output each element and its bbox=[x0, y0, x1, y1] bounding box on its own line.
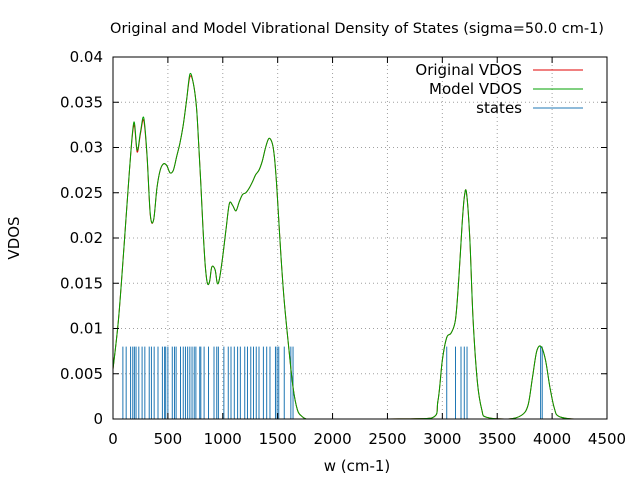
y-tick-label: 0.035 bbox=[60, 93, 103, 111]
series-lines bbox=[112, 72, 607, 420]
axis-ticks: 0 500 1000 1500 2000 2500 3000 3500 4000 4500 0 0.0… bbox=[60, 48, 626, 448]
grid bbox=[113, 57, 607, 419]
x-tick-label: 2500 bbox=[368, 430, 406, 448]
x-tick-label: 2000 bbox=[313, 430, 351, 448]
legend-states-label: states bbox=[476, 99, 522, 117]
states-impulses bbox=[122, 346, 543, 419]
x-tick-label: 4000 bbox=[533, 430, 571, 448]
x-tick-label: 0 bbox=[108, 430, 118, 448]
legend-model-vdos-label: Model VDOS bbox=[429, 80, 522, 98]
y-tick-label: 0.03 bbox=[70, 139, 103, 157]
y-tick-label: 0 bbox=[93, 410, 103, 428]
y-tick-label: 0.025 bbox=[60, 184, 103, 202]
y-axis-label: VDOS bbox=[5, 216, 23, 259]
y-tick-label: 0.005 bbox=[60, 365, 103, 383]
y-tick-label: 0.01 bbox=[70, 320, 103, 338]
x-tick-label: 1000 bbox=[204, 430, 242, 448]
chart-title: Original and Model Vibrational Density o… bbox=[110, 21, 604, 37]
x-tick-label: 3000 bbox=[423, 430, 461, 448]
y-tick-label: 0.02 bbox=[70, 229, 103, 247]
x-axis-label: w (cm-1) bbox=[324, 457, 391, 475]
y-tick-label: 0.04 bbox=[70, 48, 103, 66]
y-tick-label: 0.015 bbox=[60, 274, 103, 292]
series-line-model-vdos bbox=[112, 72, 607, 420]
x-tick-label: 1500 bbox=[259, 430, 297, 448]
legend-original-vdos-label: Original VDOS bbox=[415, 61, 522, 79]
x-tick-label: 500 bbox=[154, 430, 183, 448]
x-tick-label: 3500 bbox=[478, 430, 516, 448]
x-tick-label: 4500 bbox=[588, 430, 626, 448]
